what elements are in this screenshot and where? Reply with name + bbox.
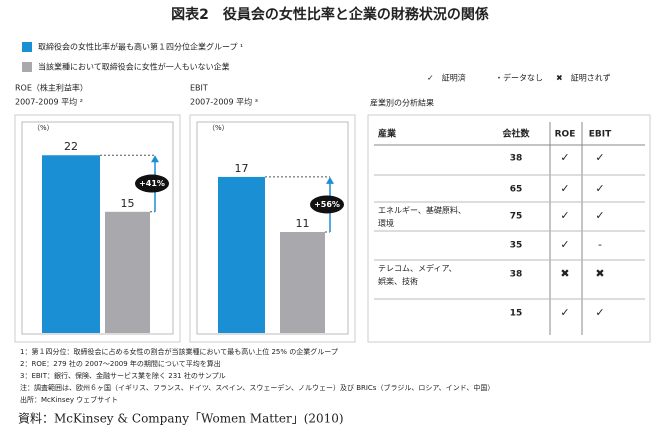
table-cell: ✖	[560, 267, 569, 280]
table-header: ROE	[555, 130, 576, 140]
value-label: 22	[64, 140, 78, 153]
table-cell: テレコム、メディア、娯楽、技術	[378, 263, 457, 286]
symbol-legend: ・データなし	[495, 73, 543, 83]
table-cell: 65	[510, 185, 523, 195]
bar	[280, 232, 325, 333]
chart-subtitle: 2007-2009 平均 ²	[15, 97, 83, 107]
plot-bg	[196, 121, 349, 335]
symbol-legend: ✖ 証明されず	[556, 73, 611, 83]
note: 注：調査範囲は、欧州６ヶ国（イギリス、フランス、ドイツ、スペイン、スウェーデン、…	[20, 383, 494, 392]
chart-title: EBIT	[190, 84, 208, 93]
table-cell-line: テレコム、メディア、	[378, 263, 457, 273]
table-cell: ✓	[560, 182, 569, 195]
table-cell: 75	[510, 212, 523, 222]
table: 産業 会社数 ROE EBIT 38 ✓ ✓ 65 ✓ ✓ エネルギー、基礎原料、環境 75 ✓ ✓ 35 ✓…	[374, 122, 645, 335]
unit-label: （%）	[208, 124, 229, 132]
unit-label: （%）	[33, 124, 54, 132]
table-cell: ✓	[595, 306, 604, 319]
table-title: 産業別の分析結果	[370, 98, 434, 108]
bar	[105, 211, 150, 333]
table-cell: 35	[510, 241, 523, 251]
legend-label: 取締役会の女性比率が最も高い第１四分位企業グループ ¹	[38, 42, 243, 52]
table-header: EBIT	[589, 130, 612, 140]
table-cell: -	[598, 238, 602, 251]
table-cell: ✓	[595, 182, 604, 195]
note: 出所：McKinsey ウェブサイト	[20, 395, 118, 404]
annotation-badge	[310, 195, 344, 214]
annotation: +56%	[314, 200, 340, 209]
arrow-head	[151, 155, 159, 163]
table-panel	[367, 114, 651, 343]
legend-swatch	[22, 42, 32, 52]
table-cell: ✓	[560, 209, 569, 222]
annotation: +41%	[139, 179, 165, 188]
table-cell: ✓	[595, 151, 604, 164]
bar	[42, 155, 100, 333]
title: 図表2 役員会の女性比率と企業の財務状況の関係	[171, 6, 489, 23]
legend-label: 当該業種において取締役会に女性が一人もいない企業	[38, 62, 230, 72]
table-cell: ✓	[560, 238, 569, 251]
note: 2：ROE：279 社の 2007～2009 年の期間について平均を算出	[20, 359, 221, 368]
panel	[189, 114, 356, 343]
legend-swatch	[22, 62, 32, 72]
table-cell: 38	[510, 270, 523, 280]
table-cell: ✓	[595, 209, 604, 222]
table-cell: ✓	[560, 306, 569, 319]
chart-subtitle: 2007-2009 平均 ³	[190, 97, 258, 107]
table-header: 会社数	[502, 128, 530, 140]
value-label: 17	[235, 162, 249, 175]
note: 3：EBIT：銀行、保険、金融サービス業を除く 231 社のサンプル	[20, 371, 226, 380]
arrow-head	[326, 176, 334, 184]
panel	[14, 114, 181, 343]
annotation-badge	[135, 174, 169, 193]
table-cell: ✖	[595, 267, 604, 280]
value-label: 11	[296, 217, 310, 230]
table-header: 産業	[378, 128, 397, 140]
note: 1：第１四分位：取締役会に占める女性の割合が当該業種において最も高い上位 25%…	[20, 347, 338, 356]
table-cell: エネルギー、基礎原料、環境	[378, 205, 466, 228]
table-cell: 15	[510, 309, 523, 319]
table-cell-line: 娯楽、技術	[378, 276, 418, 286]
chart-title: ROE（株主利益率）	[15, 83, 88, 93]
table-cell: 38	[510, 154, 523, 164]
symbol-legend: ✓ 証明済	[427, 73, 466, 83]
notes: 1：第１四分位：取締役会に占める女性の割合が当該業種において最も高い上位 25%…	[20, 347, 494, 404]
table-cell: ✓	[560, 151, 569, 164]
plot-bg	[21, 121, 174, 335]
bar	[218, 176, 265, 333]
value-label: 15	[121, 197, 135, 210]
table-cell-line: 環境	[378, 218, 394, 228]
source: 資料：McKinsey & Company「Women Matter」(2010…	[18, 412, 344, 426]
table-cell-line: エネルギー、基礎原料、	[378, 205, 466, 215]
